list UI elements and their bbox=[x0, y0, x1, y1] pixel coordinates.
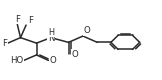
Text: N: N bbox=[48, 34, 54, 43]
Text: F: F bbox=[16, 15, 21, 24]
Text: H: H bbox=[48, 28, 54, 37]
Text: O: O bbox=[72, 50, 78, 59]
Text: O: O bbox=[49, 56, 56, 65]
Text: HO: HO bbox=[10, 56, 23, 65]
Text: O: O bbox=[84, 26, 90, 35]
Text: F: F bbox=[2, 39, 7, 48]
Text: F: F bbox=[28, 16, 33, 25]
